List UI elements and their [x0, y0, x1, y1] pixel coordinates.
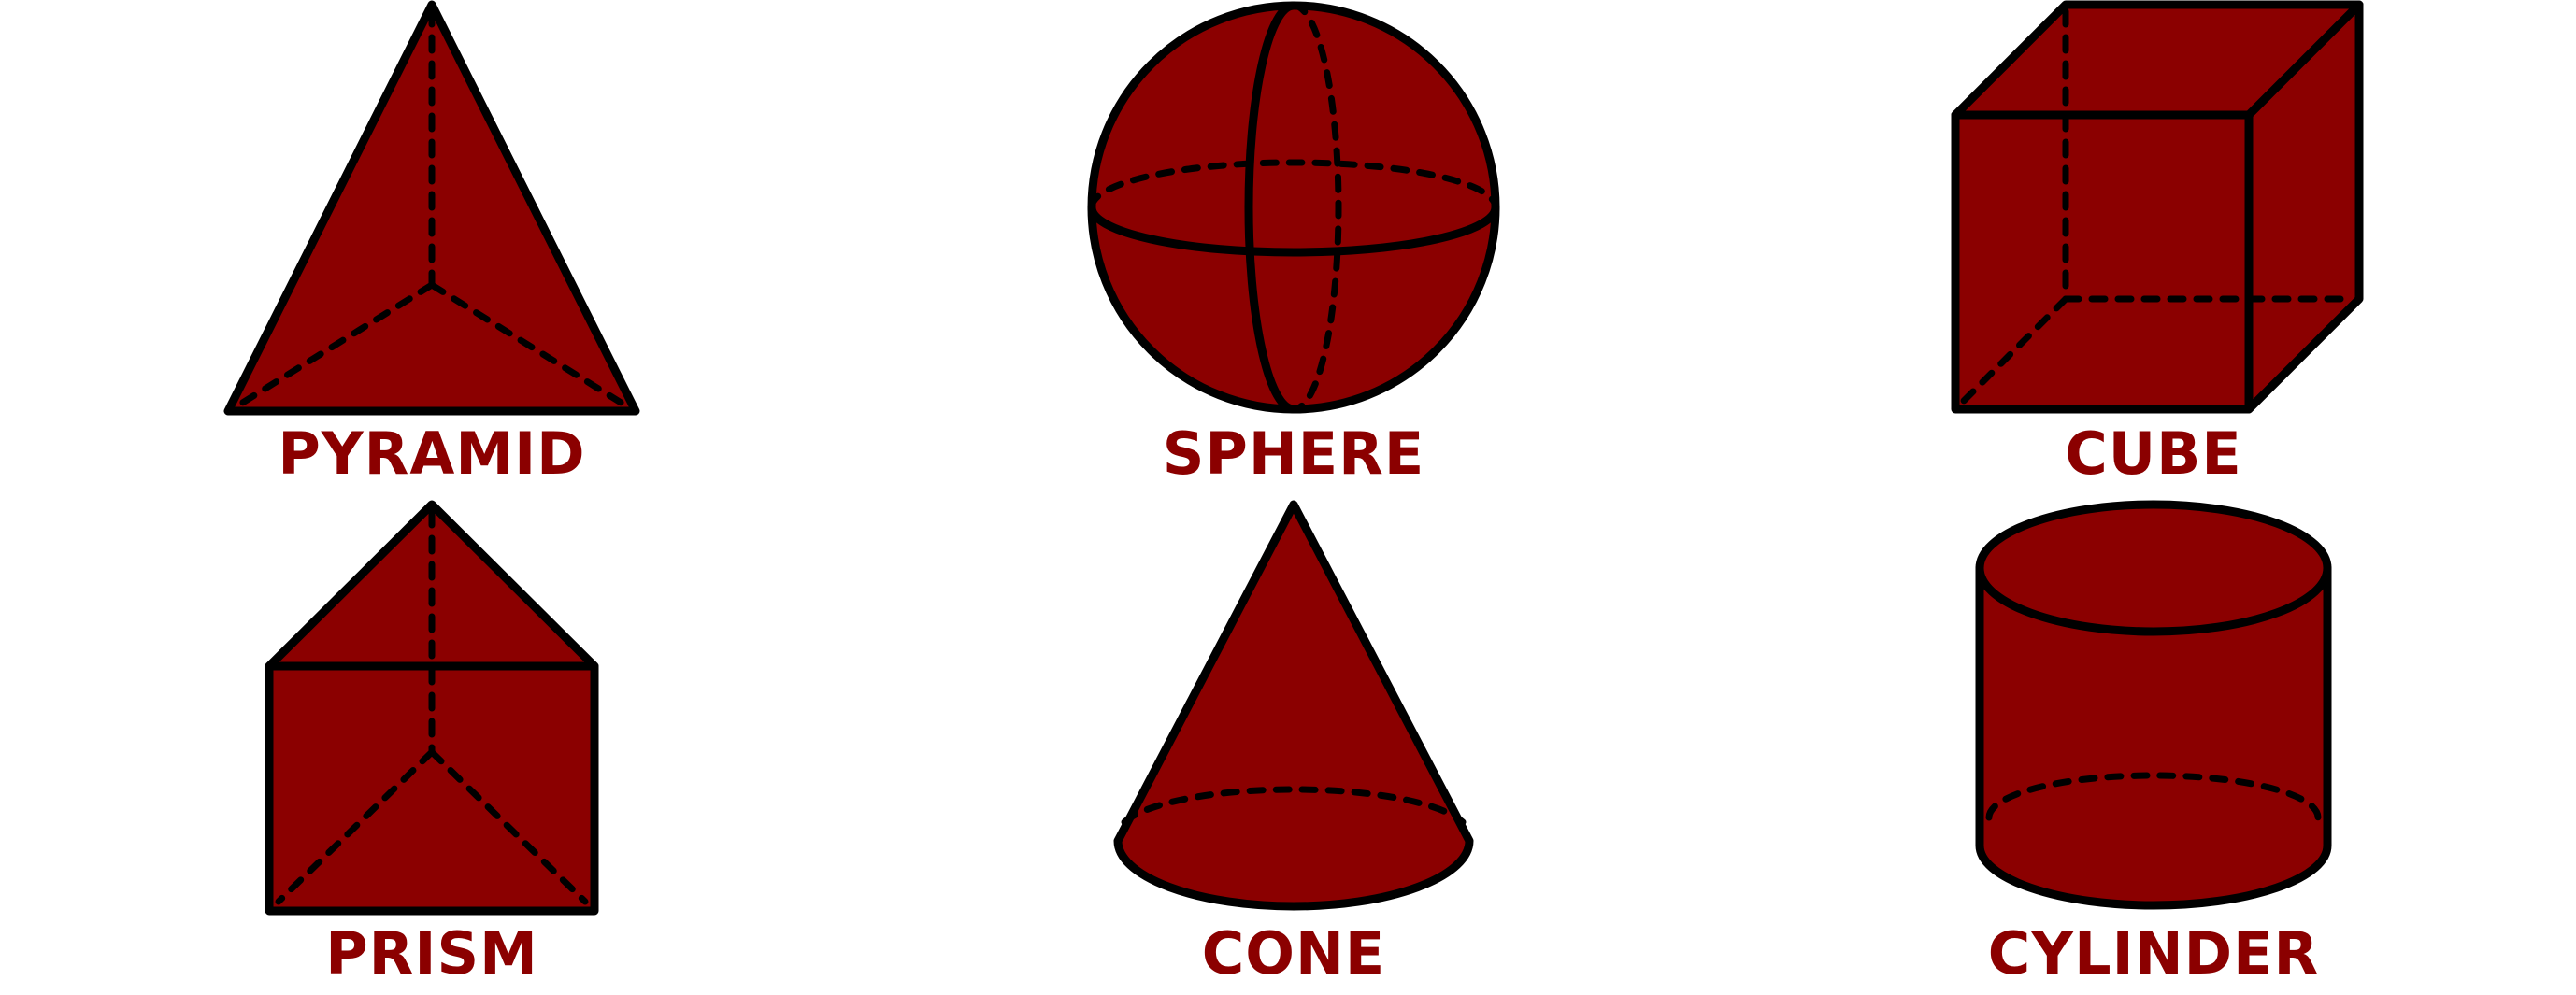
sphere-body [1087, 1, 1500, 414]
cone-body [1113, 500, 1474, 911]
prism-shape [265, 500, 599, 916]
sphere-label: SPHERE [1162, 419, 1425, 488]
pyramid-label: PYRAMID [278, 419, 586, 488]
prism-label: PRISM [325, 919, 538, 988]
pyramid-shape [223, 0, 640, 416]
prism-hidden-edge-left [275, 748, 436, 905]
cylinder-shape [1975, 500, 2332, 910]
cylinder-label: CYLINDER [1987, 919, 2320, 988]
sphere-hidden-equator [1088, 159, 1499, 211]
cylinder-top [1975, 500, 2332, 636]
cylinder-hidden-base-edge [1985, 772, 2322, 821]
sphere-hidden-meridian [1290, 2, 1342, 413]
cone-hidden-base-edge [1121, 786, 1467, 826]
cube-label: CUBE [2065, 419, 2242, 488]
cube-hidden-edge-diagonal [1959, 295, 2069, 405]
cone-shape [1113, 500, 1474, 911]
cylinder-body [1975, 563, 2332, 910]
sphere-shape [1087, 1, 1500, 414]
pyramid-hidden-edge-left [237, 281, 436, 407]
pyramid-hidden-edge-right [428, 281, 626, 407]
sphere-equator-edge [1087, 203, 1500, 257]
prism-hidden-edge-right [428, 748, 589, 905]
sphere-meridian-edge [1244, 1, 1298, 414]
cone-label: CONE [1201, 919, 1386, 988]
cube-shape [1951, 0, 2364, 414]
